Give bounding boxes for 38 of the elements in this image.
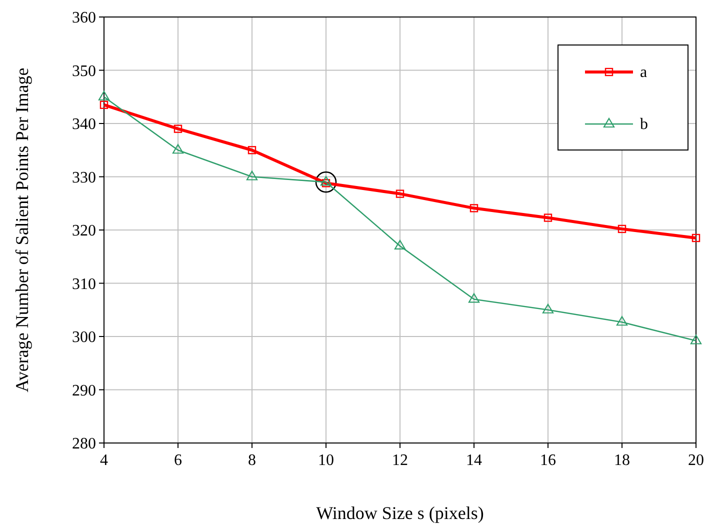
point: [692, 234, 700, 242]
y-tick-label: 290: [72, 382, 96, 400]
x-tick-label: 18: [614, 452, 630, 469]
point: [468, 293, 480, 303]
y-tick-label: 360: [72, 10, 96, 26]
x-tick-label: 4: [100, 452, 108, 469]
point: [394, 240, 406, 250]
point: [172, 144, 184, 154]
y-tick-label: 350: [72, 62, 96, 80]
x-tick-label: 6: [174, 452, 182, 469]
point: [690, 334, 702, 344]
point: [470, 204, 478, 212]
y-tick-label: 340: [72, 116, 96, 133]
legend-label: b: [640, 116, 648, 133]
point: [248, 146, 256, 154]
y-tick-label: 310: [72, 276, 96, 293]
x-tick-label: 12: [392, 452, 408, 469]
point: [542, 304, 554, 314]
x-axis-title: Window Size s (pixels): [316, 503, 484, 523]
x-tick-label: 14: [466, 452, 482, 469]
point: [616, 316, 628, 326]
y-tick-label: 280: [72, 436, 96, 452]
point: [98, 90, 110, 100]
y-tick-label: 320: [72, 222, 96, 240]
point: [544, 214, 552, 222]
point: [618, 224, 626, 234]
y-tick-label: 330: [72, 169, 96, 186]
legend-label: a: [640, 64, 648, 81]
point: [100, 100, 108, 109]
point: [246, 170, 258, 180]
x-tick-label: 8: [248, 452, 256, 469]
x-tick-label: 20: [688, 452, 704, 469]
point: [396, 190, 404, 198]
point: [174, 124, 182, 133]
x-tick-label: 16: [540, 452, 556, 469]
x-tick-label: 10: [318, 452, 334, 469]
y-tick-label: 300: [72, 329, 96, 346]
y-axis-title: Average Number of Salient Points Per Image: [12, 68, 32, 392]
